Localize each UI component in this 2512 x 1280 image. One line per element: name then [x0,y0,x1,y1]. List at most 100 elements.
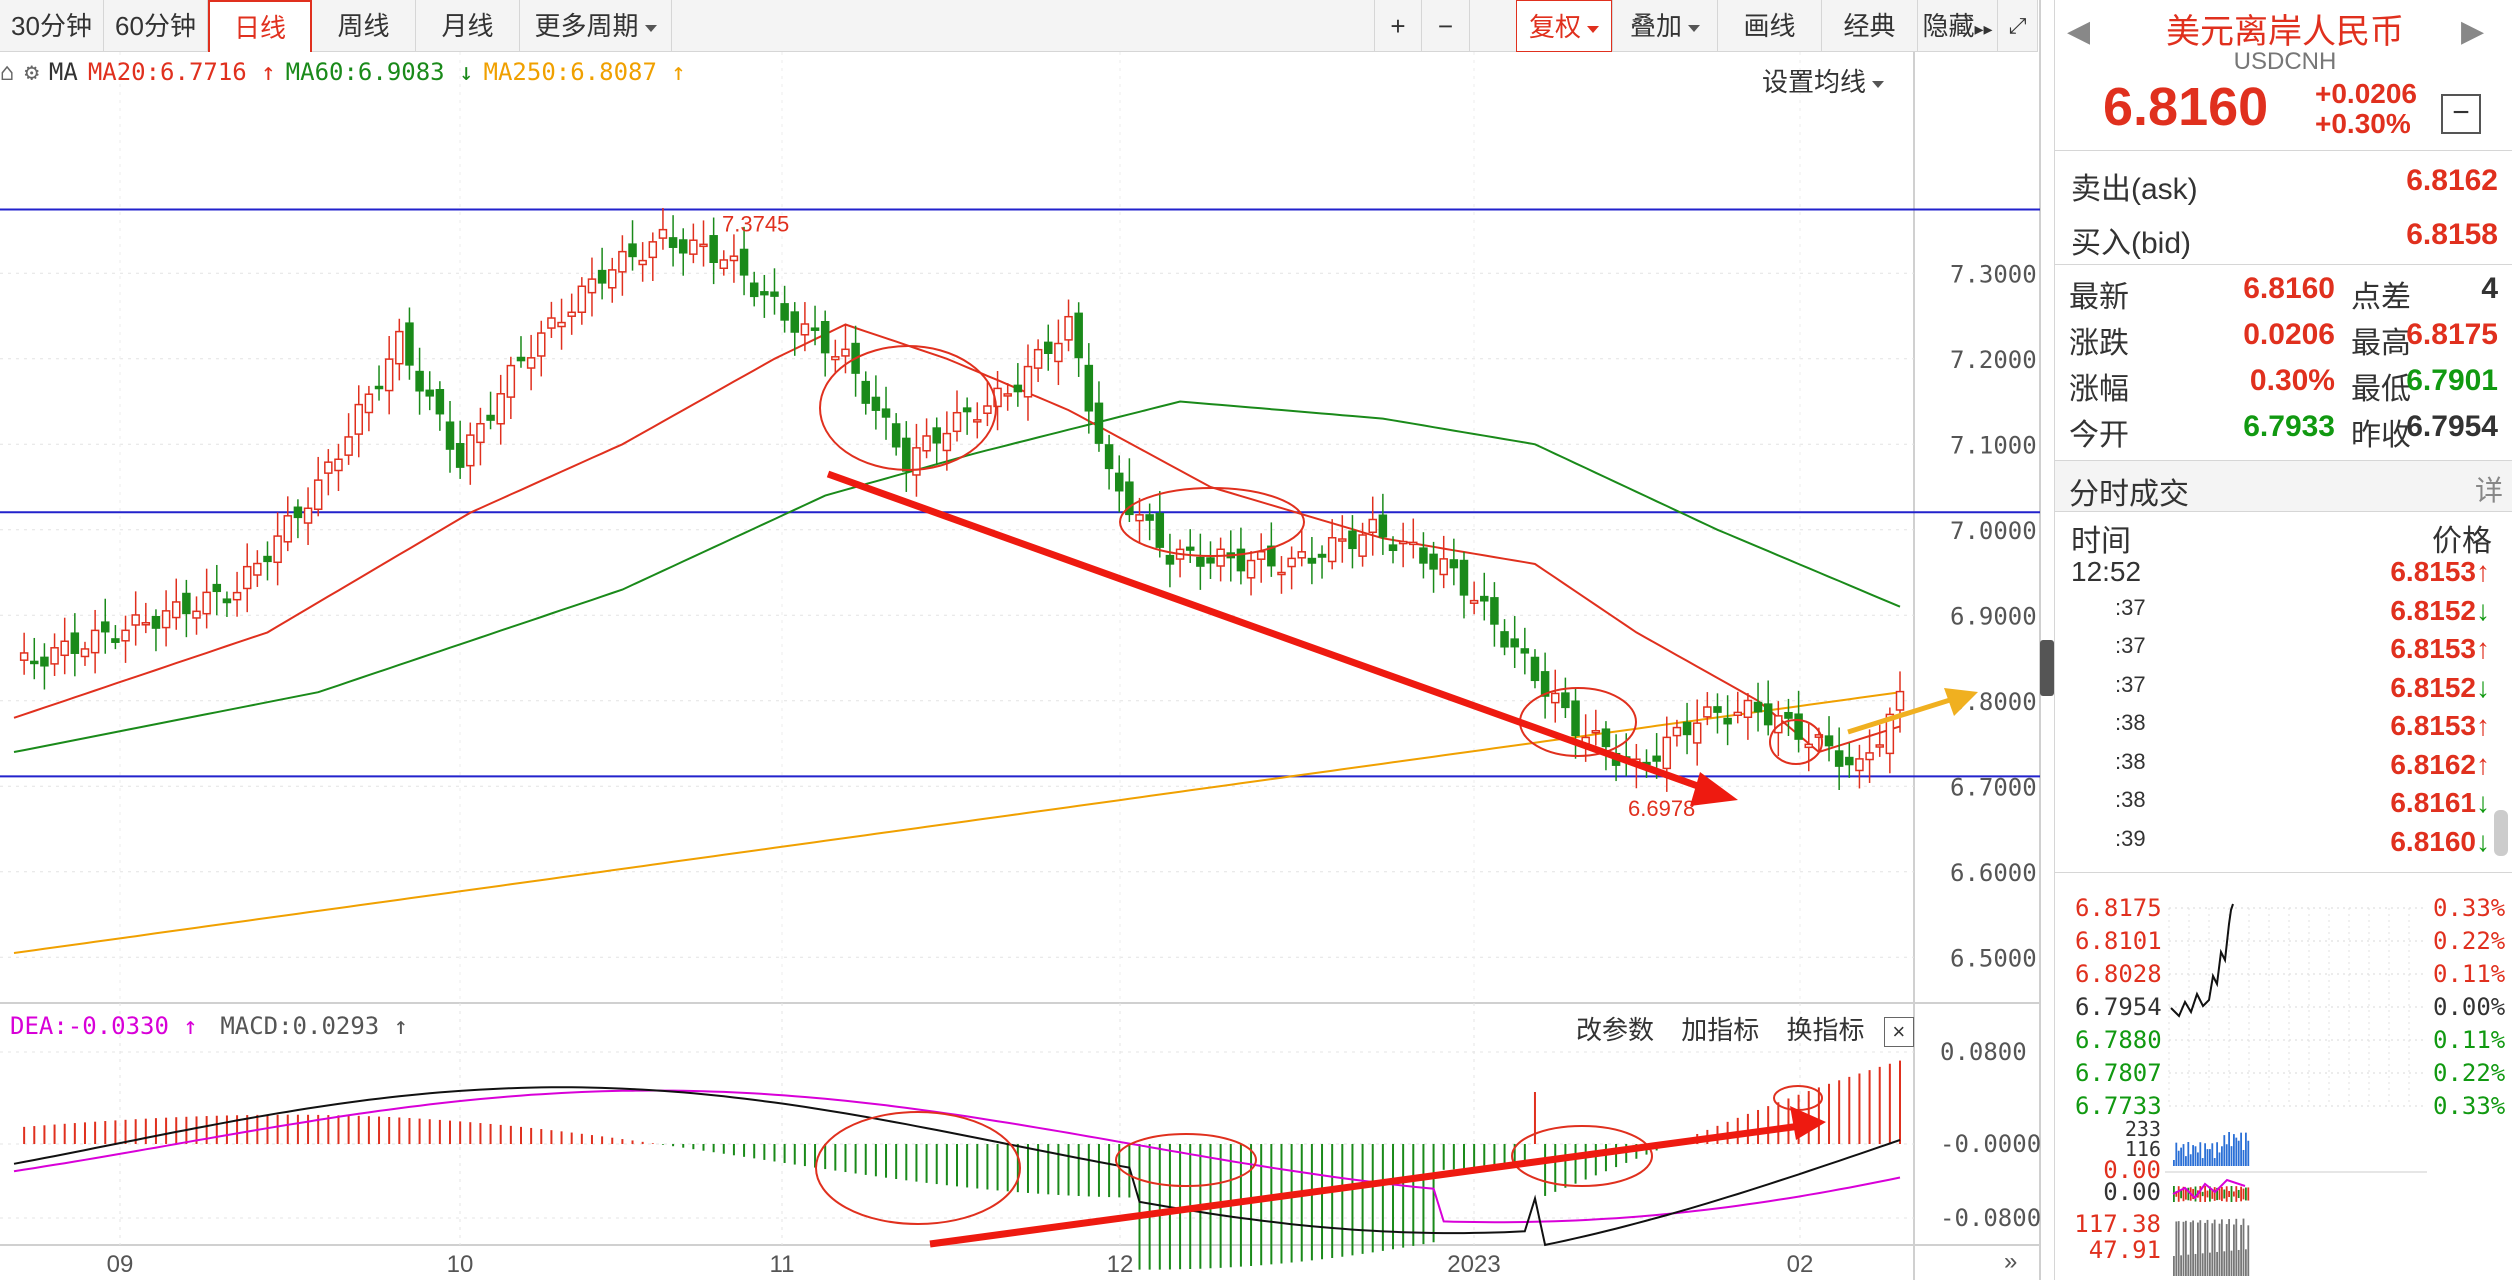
ma-legend: ⌂ ⚙ MA MA20:6.7716 ↑ MA60:6.9083 ↓ MA250:6.80… [0,58,696,98]
dif-line [13,1086,1901,1247]
zoom-in-button[interactable]: + [1374,0,1422,52]
ma-label: MA [48,58,78,86]
candle-down [1601,728,1611,748]
time-tick-label: 12 [1107,1251,1134,1278]
collapse-icon[interactable]: − [2441,94,2481,134]
candle-down [1317,553,1327,558]
dea-value: DEA:-0.0330 ↑ [10,1012,198,1040]
ticks-detail-button[interactable]: 详 [2474,475,2503,506]
mini-volume-bar [2199,1142,2202,1166]
candle-up [496,393,505,425]
candle-down [111,638,120,643]
candle-down [1834,750,1844,767]
mini-price-label: 6.8028 [2075,960,2162,988]
candle-down [820,320,830,354]
switch-indicator-button[interactable]: 换指标 [1786,1015,1865,1045]
mini-indicator-bar [2182,1186,2185,1202]
mini-pct-label: 0.22% [2433,927,2506,955]
ticks-scrollbar[interactable] [2494,810,2508,856]
mini-sub-label: 0.00 [2103,1156,2161,1184]
candle-up [658,228,668,239]
classic-button[interactable]: 经典 [1822,0,1918,52]
zoom-out-button[interactable]: − [1422,0,1470,52]
candle-up [131,614,140,626]
candle-down [445,421,455,450]
mini-indicator-bar [2216,1187,2218,1201]
period-30min[interactable]: 30分钟 [0,0,104,52]
ask-label: 卖出(ask) [2071,173,2198,206]
arrow-down-icon: ↓ [2476,825,2490,857]
mini-volume-bar [2173,1160,2175,1166]
mini-indicator-bar [2177,1186,2180,1202]
mini-oscillator-bar [2175,1221,2178,1276]
mini-volume-bar [2216,1142,2218,1166]
candle-up [689,239,698,255]
candle-down [263,555,272,563]
candle-up [648,241,658,259]
stat-label: 昨收 [2351,419,2411,452]
mini-volume-bar [2233,1134,2235,1166]
candle-up [283,515,293,543]
draw-line-button[interactable]: 画线 [1718,0,1822,52]
mini-oscillator-bar [2177,1221,2180,1276]
instrument-name: 美元离岸人民币 [2166,13,2404,51]
annotation-ellipse [819,345,997,471]
ma20-value: MA20:6.7716 ↑ [87,58,276,86]
breakout-arrowhead [1944,688,1978,716]
add-indicator-button[interactable]: 加指标 [1681,1015,1760,1045]
mini-indicator-bar [2211,1189,2214,1199]
candle-down [151,615,161,629]
hide-button[interactable]: 隐藏▸▸ [1918,0,1998,52]
candle-up [1033,348,1043,369]
candle-up [1865,752,1874,761]
period-monthly[interactable]: 月线 [416,0,520,52]
candle-up [384,358,394,392]
next-symbol-icon[interactable]: ▶ [2461,15,2485,48]
arrow-up-icon: ↑ [2476,633,2490,664]
prev-symbol-icon[interactable]: ◀ [2067,15,2091,48]
mini-oscillator-bar [2225,1224,2228,1276]
close-icon[interactable]: × [1883,1017,1914,1047]
candle-down [1845,756,1854,766]
kline-chart[interactable]: 7.30007.20007.10007.00006.90006.80006.70… [0,0,2050,1280]
candle-down [1480,595,1489,602]
candle-down [1084,364,1094,412]
fullscreen-icon[interactable]: ⤢ [1998,0,2038,52]
period-daily[interactable]: 日线 [208,0,312,52]
change-params-button[interactable]: 改参数 [1576,1015,1655,1045]
collapse-left-icon[interactable]: ⌂ [0,58,15,86]
uptrend-arrowhead [1790,1106,1826,1140]
tick-price: 6.8152↓ [2390,671,2490,703]
mini-pct-label: 0.11% [2433,1026,2506,1054]
overlay-dropdown[interactable]: 叠加 [1612,0,1718,52]
fuquan-dropdown[interactable]: 复权 [1516,0,1612,52]
candle-up [1297,551,1307,559]
price-change: +0.0206 [2315,78,2417,109]
candle-down [1571,700,1580,737]
ma-settings-dropdown[interactable]: 设置均线 [1762,62,1885,99]
candle-down [1307,557,1317,564]
period-60min[interactable]: 60分钟 [104,0,208,52]
panel-collapse-handle[interactable] [2040,640,2054,696]
candle-down [182,592,191,615]
ma250-text: MA250:6.8087 [483,58,657,86]
candle-up [1277,571,1286,576]
candle-down [1713,706,1722,713]
hide-label: 隐藏 [1922,11,1975,41]
intraday-mini-chart[interactable]: 6.8175 0.33% 6.8101 0.22% 6.8028 0.11% 6.7954 0… [2055,880,2512,1280]
mini-volume-bar [2235,1137,2238,1166]
period-weekly[interactable]: 周线 [312,0,416,52]
gear-icon[interactable]: ⚙ [24,58,39,86]
more-periods-dropdown[interactable]: 更多周期 [520,0,672,52]
candle-down [1267,545,1276,567]
candle-down [1206,557,1215,564]
scroll-right-icon[interactable]: » [2004,1248,2018,1275]
divider [2055,872,2512,873]
mini-volume-bar [2209,1149,2211,1166]
candle-up [1591,729,1601,734]
chevron-down-icon [1688,24,1700,32]
stat-label: 今开 [2069,419,2129,452]
mini-price-line [2170,903,2234,1018]
mini-indicator-bar [2240,1186,2242,1202]
arrow-down-icon: ↓ [2476,671,2490,703]
